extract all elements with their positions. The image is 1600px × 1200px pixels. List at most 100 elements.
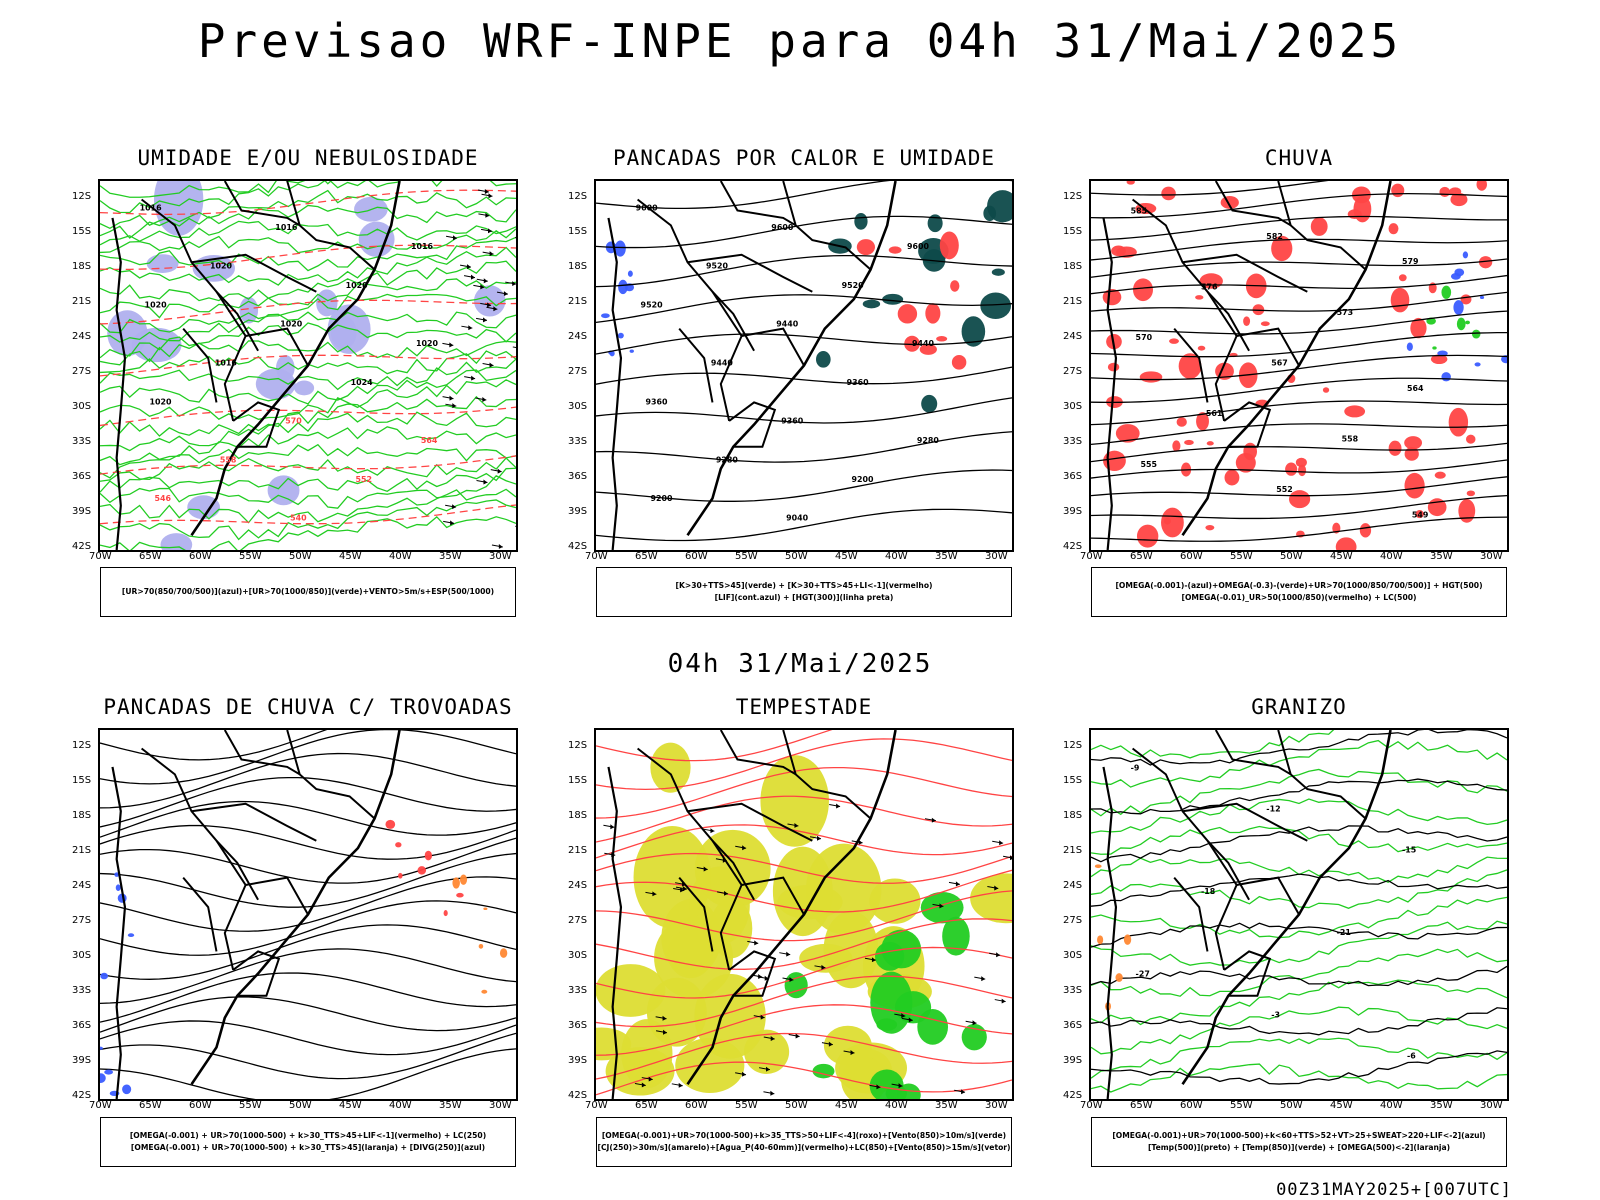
lat-tick-label: 12S — [1063, 191, 1083, 202]
contour-label: 1016 — [275, 223, 298, 232]
panel-title: CHUVA — [1264, 146, 1334, 170]
lon-tick-label: 30W — [1480, 1100, 1503, 1111]
panel-title: GRANIZO — [1251, 695, 1347, 719]
thickness-contours — [100, 189, 516, 525]
contour-label: 1020 — [145, 300, 168, 309]
streamlines-250 — [100, 730, 516, 1099]
contour-label: 573 — [1337, 308, 1354, 317]
contour-label: 9360 — [847, 378, 870, 387]
lat-tick-label: 39S — [72, 506, 92, 517]
map-canvas: -9 -12 -15 -18 -21 -27 -3 -6 — [1091, 730, 1507, 1099]
lon-tick-label: 70W — [1080, 1100, 1103, 1111]
contour-label: 9360 — [646, 397, 669, 406]
legend-line: [K>30+TTS>45](verde) + [K>30+TTS>45+LI<-… — [675, 581, 933, 590]
legend-line: [CJ(250)>30m/s](amarelo)+[Agua_P(40-60mm… — [597, 1143, 1011, 1152]
contour-label: 9440 — [912, 339, 935, 348]
lat-tick-label: 33S — [72, 985, 92, 996]
lat-tick-label: 42S — [568, 1090, 588, 1101]
legend-box: [UR>70(850/700/500)](azul)+[UR>70(1000/8… — [100, 567, 516, 617]
lat-tick-label: 12S — [72, 740, 92, 751]
panel-title: PANCADAS DE CHUVA C/ TROVOADAS — [103, 695, 513, 719]
lat-tick-label: 15S — [1063, 226, 1083, 237]
lat-tick-label: 24S — [72, 331, 92, 342]
lat-tick-label: 39S — [568, 506, 588, 517]
contour-label: 9440 — [711, 359, 734, 368]
contour-label: 9520 — [641, 300, 664, 309]
contour-label: 1020 — [280, 320, 303, 329]
map-panel-tempestade — [594, 728, 1014, 1101]
lon-tick-label: 70W — [89, 551, 112, 562]
contour-label: 564 — [1407, 384, 1424, 393]
contour-label: 576 — [1201, 282, 1218, 291]
contour-label: 9600 — [907, 242, 930, 251]
lon-tick-label: 35W — [439, 1100, 462, 1111]
lon-tick-label: 35W — [935, 551, 958, 562]
contour-label: -15 — [1402, 846, 1416, 855]
lon-tick-label: 35W — [1430, 551, 1453, 562]
contour-label: 1016 — [140, 203, 163, 212]
contour-label: -9 — [1131, 763, 1140, 772]
lon-tick-label: 50W — [1280, 551, 1303, 562]
geography-lines — [1102, 730, 1392, 1099]
lat-tick-label: 24S — [568, 880, 588, 891]
lat-tick-label: 12S — [72, 191, 92, 202]
lon-tick-label: 50W — [785, 1100, 808, 1111]
contour-label: 1016 — [411, 242, 434, 251]
lat-tick-label: 33S — [72, 436, 92, 447]
lat-tick-label: 24S — [568, 331, 588, 342]
lat-tick-label: 15S — [1063, 775, 1083, 786]
contour-label: 549 — [1412, 511, 1429, 520]
contour-label: 9520 — [842, 281, 865, 290]
lon-tick-label: 60W — [685, 551, 708, 562]
legend-line: [OMEGA(-0.001)+UR>70(1000-500)+k>35_TTS>… — [601, 1131, 1007, 1140]
lon-tick-label: 30W — [985, 1100, 1008, 1111]
lon-tick-label: 55W — [1230, 1100, 1253, 1111]
lat-tick-label: 21S — [72, 296, 92, 307]
map-panel-trovoadas — [98, 728, 518, 1101]
lon-tick-label: 65W — [635, 551, 658, 562]
lon-tick-label: 55W — [239, 551, 262, 562]
contour-label: 9600 — [771, 223, 794, 232]
lat-tick-label: 27S — [72, 366, 92, 377]
lat-tick-label: 36S — [1063, 471, 1083, 482]
instability-li-fill — [856, 231, 967, 370]
lon-tick-label: 50W — [289, 551, 312, 562]
contour-label: 1020 — [150, 397, 173, 406]
lat-tick-label: 36S — [1063, 1020, 1083, 1031]
map-panel-chuva: 585 582 579 576 573 570 567 564 561 558 555 552 549 — [1089, 179, 1509, 552]
lat-tick-label: 39S — [72, 1055, 92, 1066]
lat-tick-label: 12S — [568, 191, 588, 202]
lon-tick-label: 30W — [1480, 551, 1503, 562]
lat-tick-label: 33S — [1063, 436, 1083, 447]
contour-label: 561 — [1206, 409, 1223, 418]
legend-line: [OMEGA(-0.001) + UR>70(1000-500) + k>30_… — [129, 1131, 487, 1140]
legend-box: [OMEGA(-0.001)+UR>70(1000-500)+k<60+TTS>… — [1091, 1117, 1507, 1167]
lat-tick-label: 39S — [1063, 1055, 1083, 1066]
contour-label: -12 — [1266, 805, 1280, 814]
lon-tick-label: 45W — [835, 1100, 858, 1111]
lat-tick-label: 27S — [568, 366, 588, 377]
lat-tick-label: 33S — [568, 436, 588, 447]
lon-tick-label: 65W — [1130, 551, 1153, 562]
contour-label: 9040 — [786, 514, 809, 523]
lon-tick-label: 30W — [489, 1100, 512, 1111]
lat-tick-label: 42S — [72, 1090, 92, 1101]
lat-tick-label: 15S — [72, 775, 92, 786]
instability-fill — [815, 190, 1012, 413]
lon-tick-label: 70W — [1080, 551, 1103, 562]
contour-labels: 9600 9600 9600 9520 9520 9520 9440 9440 9440 9360… — [636, 203, 940, 522]
contour-label: -27 — [1136, 969, 1150, 978]
contour-label: 9600 — [636, 203, 659, 212]
lat-tick-label: 24S — [1063, 880, 1083, 891]
lon-tick-label: 55W — [735, 1100, 758, 1111]
map-canvas: 1016 1016 1016 1020 1020 1020 1020 1020 1016 1024… — [100, 181, 516, 550]
contour-label: 570 — [1136, 333, 1153, 342]
lon-tick-label: 45W — [835, 551, 858, 562]
temp850-contours — [1091, 730, 1507, 1093]
valid-time-label: 04h 31/Mai/2025 — [667, 649, 933, 679]
legend-line: [Temp(500)](preto) + [Temp(850)](verde) … — [1147, 1143, 1451, 1152]
lon-tick-label: 45W — [339, 1100, 362, 1111]
streamlines-850 — [596, 730, 1012, 1096]
legend-line: [OMEGA(-0.01)_UR>50(1000/850)(vermelho) … — [1181, 593, 1417, 602]
legend-box: [OMEGA(-0.001)-(azul)+OMEGA(-0.3)-(verde… — [1091, 567, 1507, 617]
